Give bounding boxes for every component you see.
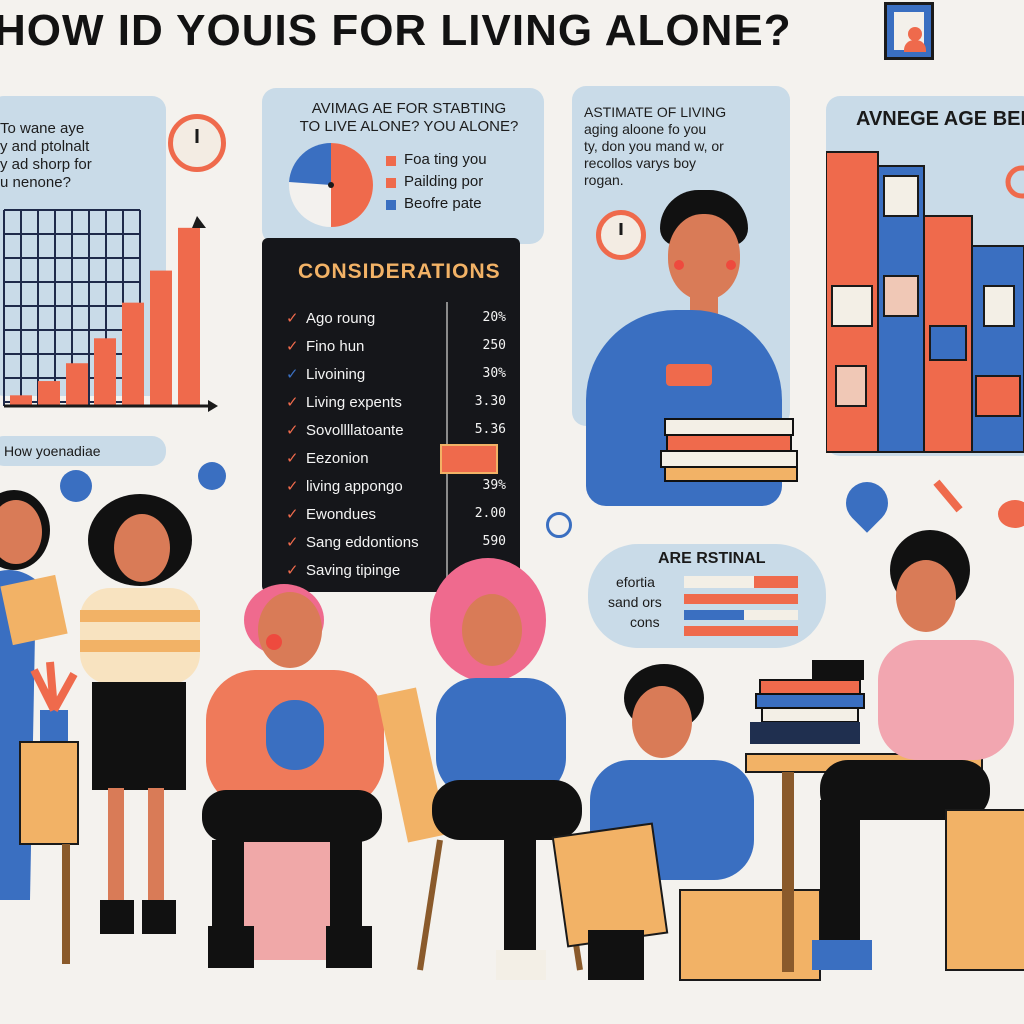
consideration-row: ✓ Sang eddontions 590 — [286, 530, 506, 556]
chart-bar — [150, 270, 172, 406]
clock-icon — [168, 114, 226, 172]
chart-bar — [66, 363, 88, 406]
consideration-value: 250 — [482, 338, 506, 353]
buildings-illustration — [826, 151, 1024, 453]
page-title: HOW ID YOUIS FOR LIVING ALONE? — [0, 6, 792, 55]
consideration-label: Living expents — [306, 394, 402, 411]
avg-age-title: AVNEGE AGE BEF — [856, 108, 1024, 130]
consideration-value: 3.30 — [474, 394, 506, 409]
clock-icon-2 — [596, 210, 646, 260]
check-icon: ✓ — [286, 394, 299, 411]
people-scene-illustration — [0, 490, 1024, 1024]
consideration-value: 590 — [482, 534, 506, 549]
consideration-row: ✓ Eezonion — [286, 446, 506, 472]
consideration-label: Ago roung — [306, 310, 376, 327]
small-panel-title: ARE RSTINAL — [658, 550, 766, 567]
trend-arrow — [192, 216, 206, 228]
consideration-value: 39% — [482, 478, 506, 493]
consideration-label: Sovollllatoante — [306, 422, 404, 439]
consideration-row: ✓ Living expents 3.30 — [286, 390, 506, 416]
consideration-row: ✓ Livoining 30% — [286, 362, 506, 388]
pie-panel-title: AVIMAG AE FOR STABTING TO LIVE ALONE? YO… — [299, 100, 519, 135]
chat-icon — [998, 500, 1024, 528]
check-icon: ✓ — [286, 450, 299, 467]
check-icon: ✓ — [286, 506, 299, 523]
chart-bars — [10, 227, 200, 406]
bottom-label-bubble — [0, 436, 166, 466]
board-divider — [446, 302, 448, 578]
check-icon: ✓ — [286, 338, 299, 355]
considerations-board: CONSIDERATIONS ✓ Ago roung 20% ✓ Fino hun 250… — [262, 238, 520, 592]
consideration-row: ✓ Ewondues 2.00 — [286, 502, 506, 528]
small-panel-line-3: cons — [630, 614, 660, 630]
consideration-row: ✓ living appongo 39% — [286, 474, 506, 500]
consideration-row: ✓ Sovollllatoante 5.36 — [286, 418, 506, 444]
consideration-label: Saving tipinge — [306, 562, 401, 579]
speech-bubble-icon — [60, 470, 92, 502]
alarm-clock-icon — [546, 512, 572, 538]
consideration-label: Livoining — [306, 366, 366, 383]
chart-bar — [94, 338, 116, 406]
legend-item-2: Pailding por — [404, 173, 484, 190]
bottom-label-text: How yoenadiae — [4, 443, 101, 459]
consideration-label: Ewondues — [306, 506, 377, 523]
consideration-label: Eezonion — [306, 450, 369, 467]
consideration-value: 5.36 — [474, 422, 506, 437]
check-icon: ✓ — [286, 562, 299, 579]
estimate-panel-text: ASTIMATE OF LIVING aging aloone fo you t… — [584, 104, 727, 188]
left-question-text: To wane aye y and ptolnalt y ad shorp fo… — [0, 120, 92, 191]
consideration-value: 20% — [482, 310, 506, 325]
small-panel-bars — [684, 576, 798, 636]
bar-chart — [3, 209, 218, 412]
thinking-person-illustration — [580, 186, 798, 506]
chart-bar — [122, 302, 144, 406]
chart-bar — [38, 381, 60, 406]
check-icon: ✓ — [286, 534, 299, 551]
legend-item-3: Beofre pate — [404, 195, 482, 212]
board-sticker — [440, 444, 498, 474]
check-icon: ✓ — [286, 478, 299, 495]
small-panel-line-2: sand ors — [608, 594, 662, 610]
check-icon: ✓ — [286, 366, 299, 383]
legend-swatch-1 — [386, 156, 396, 166]
chart-bar — [10, 395, 32, 406]
heart-bubble-icon — [198, 462, 226, 490]
small-panel-line-1: efortia — [616, 574, 655, 590]
chart-grid — [3, 209, 141, 406]
consideration-value: 2.00 — [474, 506, 506, 521]
legend-item-1: Foa ting you — [404, 151, 487, 168]
legend-swatch-2 — [386, 178, 396, 188]
legend-swatch-3 — [386, 200, 396, 210]
consideration-label: living appongo — [306, 478, 403, 495]
check-icon: ✓ — [286, 422, 299, 439]
consideration-row: ✓ Fino hun 250 — [286, 334, 506, 360]
pie-slice-1 — [331, 143, 373, 227]
consideration-row: ✓ Ago roung 20% — [286, 306, 506, 332]
x-axis-arrow — [208, 400, 218, 412]
pie-chart — [289, 142, 373, 227]
frame-icon — [884, 2, 934, 60]
consideration-label: Sang eddontions — [306, 534, 419, 551]
considerations-title: CONSIDERATIONS — [298, 260, 501, 283]
chart-bar — [178, 227, 200, 406]
check-icon: ✓ — [286, 310, 299, 327]
pie-slice-2 — [289, 142, 331, 185]
consideration-value: 30% — [482, 366, 506, 381]
consideration-label: Fino hun — [306, 338, 365, 355]
